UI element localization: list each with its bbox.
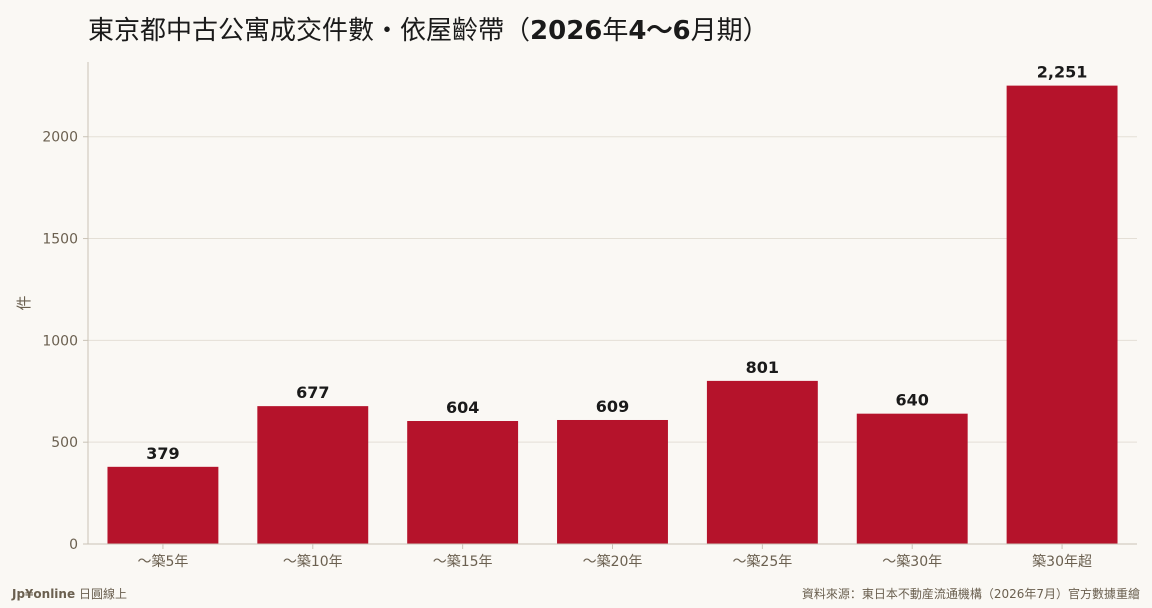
y-tick-label: 1500 [42,232,78,248]
x-tick-label: 〜築25年 [732,554,792,570]
x-tick-label: 〜築20年 [583,554,643,570]
bar [107,466,219,544]
source-note: 資料來源：東日本不動産流通機構（2026年7月）官方數據重繪 [801,587,1140,601]
x-tick-label: 築30年超 [1032,554,1092,570]
bar [856,413,968,544]
bar [706,380,818,544]
brand-logo: Jp¥online 日圓線上 [12,587,127,601]
bar-value-label: 801 [746,358,779,377]
bar [407,421,519,544]
bar-value-label: 677 [296,383,329,402]
bar-value-label: 640 [896,391,929,410]
bar-value-label: 2,251 [1037,63,1088,82]
x-tick-label: 〜築30年 [882,554,942,570]
x-tick-label: 〜築15年 [433,554,493,570]
chart-title: 東京都中古公寓成交件數・依屋齡帶（2026年4〜6月期） [88,16,769,46]
bar-value-label: 609 [596,397,629,416]
bar [1006,85,1118,544]
bar-value-label: 604 [446,398,479,417]
x-tick-label: 〜築10年 [283,554,343,570]
y-axis-label: 件 [15,295,33,310]
y-tick-label: 2000 [42,130,78,146]
y-tick-label: 0 [69,537,78,553]
y-tick-label: 1000 [42,333,78,349]
y-tick-label: 500 [51,435,78,451]
bar [557,419,668,544]
bar [257,406,369,544]
x-tick-label: 〜築5年 [137,554,188,570]
bar-value-label: 379 [146,444,179,463]
